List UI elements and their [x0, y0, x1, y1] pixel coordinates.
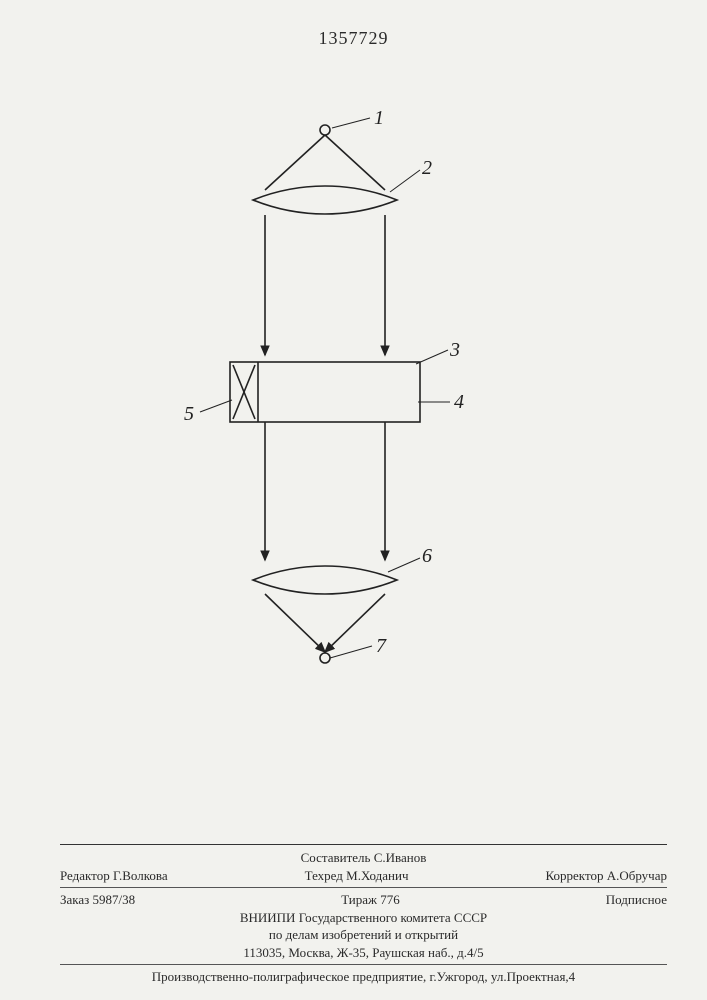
printer-line: Производственно-полиграфическое предприя… [60, 968, 667, 986]
patent-number: 1357729 [0, 28, 707, 49]
optical-diagram: 1 2 3 4 5 6 7 [0, 100, 707, 700]
svg-text:2: 2 [422, 157, 432, 179]
svg-text:5: 5 [184, 403, 194, 425]
techred: Техред М.Ходанич [305, 867, 409, 885]
svg-text:1: 1 [374, 107, 384, 129]
vniipi-line: ВНИИПИ Государственного комитета СССР [60, 909, 667, 927]
editor: Редактор Г.Волкова [60, 867, 168, 885]
imprint-block: Составитель С.Иванов Редактор Г.Волкова … [60, 840, 667, 986]
svg-text:4: 4 [454, 391, 464, 413]
page: 1357729 1 2 3 4 5 6 7 Составитель С.Иванов Ред… [0, 0, 707, 1000]
credits-row: Редактор Г.Волкова Техред М.Ходанич Корр… [60, 867, 667, 885]
order-no: Заказ 5987/38 [60, 891, 135, 909]
corrector: Корректор А.Обручар [546, 867, 667, 885]
tirazh: Тираж 776 [341, 891, 400, 909]
svg-text:7: 7 [376, 635, 387, 657]
address-line: 113035, Москва, Ж-35, Раушская наб., д.4… [60, 944, 667, 962]
svg-text:6: 6 [422, 545, 432, 567]
podpisnoe: Подписное [606, 891, 667, 909]
affairs-line: по делам изобретений и открытий [60, 926, 667, 944]
order-row: Заказ 5987/38 Тираж 776 Подписное [60, 891, 667, 909]
svg-text:3: 3 [449, 339, 460, 361]
compiler-line: Составитель С.Иванов [60, 849, 667, 867]
